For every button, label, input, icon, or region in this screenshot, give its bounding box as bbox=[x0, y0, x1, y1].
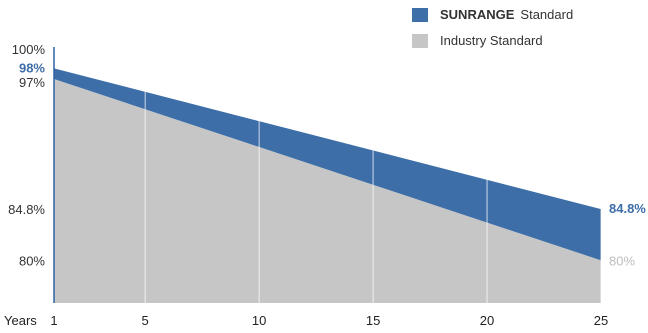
x-tick-label: 15 bbox=[366, 313, 380, 328]
x-tick-label: 25 bbox=[594, 313, 608, 328]
x-tick-label: 5 bbox=[142, 313, 149, 328]
legend-label-sunrange: Standard bbox=[520, 7, 574, 22]
x-tick-label: 20 bbox=[480, 313, 494, 328]
end-label-industry: 80% bbox=[609, 253, 635, 268]
legend-item-industry: Industry Standard bbox=[412, 33, 543, 48]
y-tick-label: 80% bbox=[19, 253, 45, 268]
end-label-sunrange: 84.8% bbox=[609, 201, 646, 216]
industry-area bbox=[54, 79, 601, 303]
sunrange-area bbox=[54, 68, 601, 261]
legend-label-industry: Industry Standard bbox=[440, 33, 543, 48]
y-tick-label: 97% bbox=[19, 75, 45, 90]
legend-swatch-industry bbox=[412, 33, 428, 48]
y-tick-label: 100% bbox=[12, 42, 46, 57]
x-tick-label: 10 bbox=[252, 313, 266, 328]
legend-swatch-sunrange bbox=[412, 7, 428, 22]
legend-item-sunrange: SUNRANGE Standard bbox=[412, 7, 573, 22]
legend-brand-label: SUNRANGE bbox=[440, 7, 515, 22]
x-axis-title: Years bbox=[4, 313, 37, 328]
y-tick-label: 84.8% bbox=[8, 202, 45, 217]
start-label-sunrange: 98% bbox=[19, 60, 45, 75]
x-tick-label: 1 bbox=[50, 313, 57, 328]
